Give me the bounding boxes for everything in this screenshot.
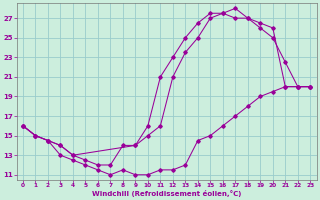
X-axis label: Windchill (Refroidissement éolien,°C): Windchill (Refroidissement éolien,°C) [92,190,241,197]
